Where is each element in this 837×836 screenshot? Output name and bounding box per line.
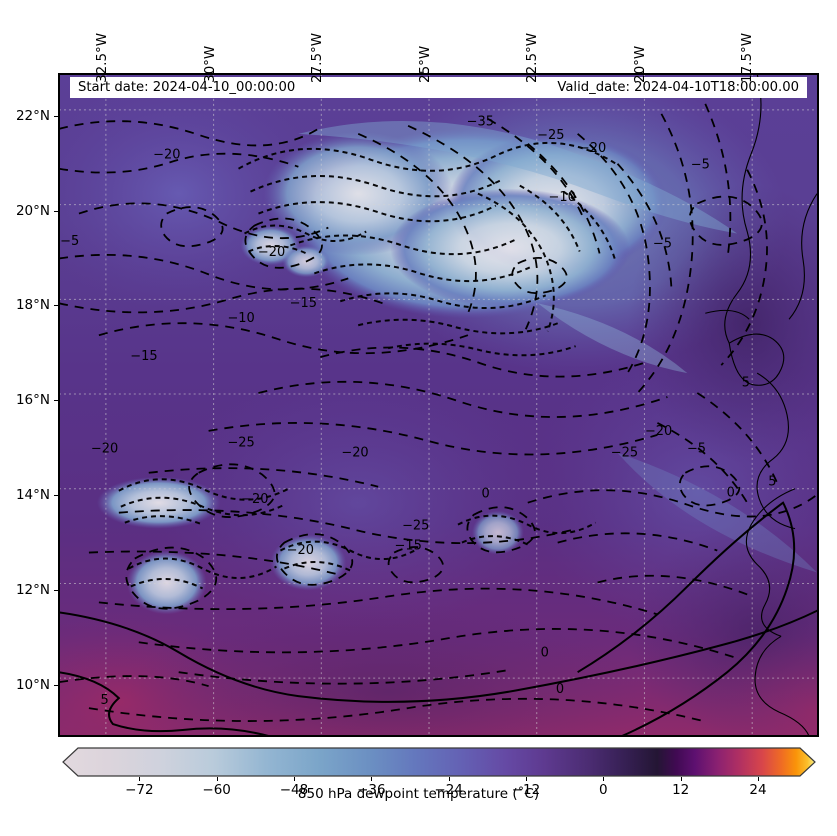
- xtick-label-2: 27.5°W: [309, 32, 326, 83]
- xtick-label-3: 25°W: [416, 45, 433, 83]
- colorbar-tick-mark-8: [758, 777, 759, 781]
- xtick-label-4: 22.5°W: [524, 32, 541, 83]
- contour-label-1: −25: [537, 128, 564, 143]
- xtick-mark-2: [320, 69, 322, 73]
- contour-label-5: −5: [691, 158, 710, 173]
- contour-label-14: −20: [341, 446, 368, 461]
- colorbar-tick-label-8: 24: [749, 782, 767, 798]
- colorbar-tick-label-4: −24: [434, 782, 463, 798]
- contour-label-13: −25: [227, 436, 254, 451]
- colorbar-tick-mark-7: [680, 777, 682, 781]
- colorbar-axis-label: 850 hPa dewpoint temperature (˚C): [297, 786, 540, 802]
- ytick-label-1: 12°N: [15, 581, 50, 598]
- ytick-label-3: 16°N: [15, 392, 50, 409]
- xtick-label-5: 20°W: [631, 45, 648, 83]
- contour-label-21: −25: [611, 446, 638, 461]
- contour-label-18: −20: [287, 543, 314, 558]
- contour-label-4: −10: [548, 190, 575, 205]
- colorbar-tick-mark-6: [603, 777, 605, 781]
- contour-label-16: −20: [241, 492, 268, 507]
- ytick-label-6: 22°N: [15, 107, 50, 124]
- contour-label-26: 5: [100, 693, 108, 708]
- xtick-mark-6: [750, 69, 752, 73]
- start-date-label: Start date: 2024-04-10_00:00:00: [78, 80, 296, 95]
- xtick-mark-5: [642, 69, 644, 73]
- xtick-mark-0: [105, 69, 107, 73]
- dewpoint-field-raster: −35−25−20 −20−10−5−5−5−20−15−10−15−20 −25−…: [59, 74, 818, 736]
- colorbar-tick-mark-5: [526, 777, 527, 781]
- colorbar-tick-label-3: −36: [357, 782, 386, 798]
- ytick-mark-4: [54, 305, 58, 307]
- contour-label-10: −10: [227, 311, 254, 326]
- contour-label-22: −5: [687, 442, 706, 457]
- contour-label-8: −20: [258, 245, 285, 260]
- contour-label-19: −15: [395, 538, 422, 553]
- xtick-mark-3: [427, 69, 429, 73]
- map-axes[interactable]: −35 −25 −20 −20 −10 −5 −5 −5 −20 −15 −10 −15 −20 −25−…: [58, 73, 819, 737]
- colorbar-tick-mark-3: [371, 777, 373, 781]
- colorbar-tick-label-1: −60: [202, 782, 231, 798]
- contour-label-27: 0: [556, 682, 564, 697]
- colorbar-tick-label-6: 0: [599, 782, 608, 798]
- contour-label-20: −20: [645, 424, 672, 439]
- colorbar-tick-label-7: 12: [672, 782, 690, 798]
- colorbar[interactable]: [62, 747, 816, 777]
- colorbar-tick-label-0: −72: [125, 782, 154, 798]
- contour-label-28: 5: [742, 375, 750, 390]
- contour-label-17: −25: [402, 518, 429, 533]
- colorbar-tick-label-5: −12: [511, 782, 541, 798]
- gridlines: [59, 74, 818, 736]
- xtick-mark-4: [535, 69, 537, 73]
- colorbar-tick-mark-0: [139, 777, 141, 781]
- ytick-mark-5: [54, 210, 58, 212]
- colorbar-tick-label-2: −48: [279, 782, 309, 798]
- ytick-mark-6: [54, 115, 58, 117]
- ytick-label-5: 20°N: [15, 202, 50, 219]
- contour-lines-dense: [118, 141, 619, 590]
- ytick-label-2: 14°N: [15, 487, 50, 504]
- ytick-mark-0: [54, 684, 58, 686]
- contour-label-12: −20: [91, 442, 118, 457]
- colorbar-tick-mark-2: [294, 777, 295, 781]
- contour-label-24: 5: [768, 475, 776, 490]
- contour-inline-labels: −35−25−20 −20−10−5−5−5−20−15−10−15−20 −25−…: [60, 115, 776, 709]
- contour-label-11: −15: [130, 349, 157, 364]
- contour-lines-dashed: [59, 103, 818, 723]
- ytick-mark-3: [54, 400, 58, 402]
- contour-label-7: −5: [60, 234, 79, 249]
- ytick-label-4: 18°N: [15, 297, 50, 314]
- valid-date-label: Valid_date: 2024-04-10T18:00:00.00: [557, 80, 799, 95]
- colorbar-tick-mark-4: [448, 777, 450, 781]
- title-annotation-box: Start date: 2024-04-10_00:00:00 Valid_da…: [70, 77, 807, 98]
- contour-label-2: −20: [153, 148, 180, 163]
- contour-label-15: 0: [481, 487, 489, 502]
- contour-lines-solid: [59, 501, 818, 736]
- contour-label-0: −35: [467, 115, 494, 130]
- colorbar-gradient: [62, 747, 816, 777]
- xtick-label-0: 32.5°W: [94, 32, 111, 83]
- xtick-label-1: 30°W: [201, 45, 218, 83]
- contour-label-6: −5: [653, 236, 672, 251]
- xtick-label-6: 17.5°W: [739, 32, 756, 83]
- ytick-mark-2: [54, 495, 58, 497]
- xtick-mark-1: [212, 69, 214, 73]
- contour-label-23: 0: [727, 485, 735, 500]
- contour-label-25: 0: [541, 646, 549, 661]
- contour-label-3: −20: [579, 141, 606, 156]
- contour-label-9: −15: [290, 296, 317, 311]
- ytick-mark-1: [54, 589, 58, 591]
- coastline: [705, 74, 818, 736]
- ytick-label-0: 10°N: [15, 676, 50, 693]
- colorbar-tick-mark-1: [216, 777, 218, 781]
